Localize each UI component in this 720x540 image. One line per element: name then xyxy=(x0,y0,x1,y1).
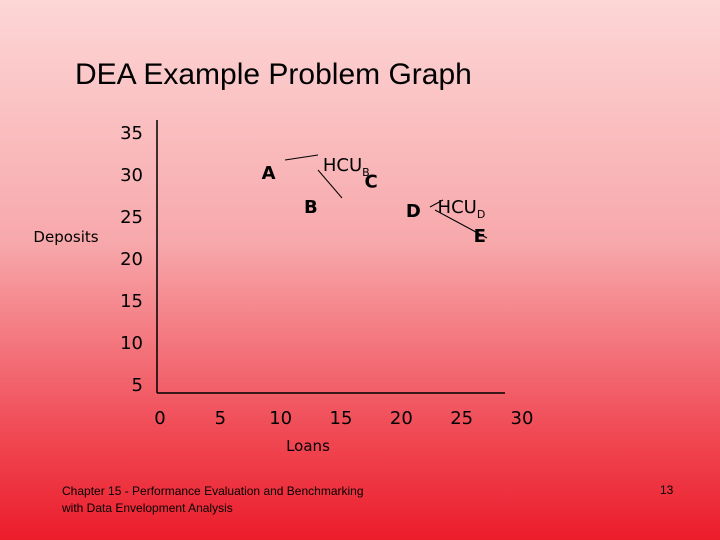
y-tick-label: 30 xyxy=(120,165,143,186)
slide-footer: Chapter 15 - Performance Evaluation and … xyxy=(62,484,364,515)
x-tick-label: 20 xyxy=(390,408,413,429)
x-tick-label: 30 xyxy=(511,408,534,429)
data-point-e: E xyxy=(474,226,486,247)
leader-line-e xyxy=(434,209,488,239)
data-point-d: D xyxy=(406,201,421,222)
slide-title: DEA Example Problem Graph xyxy=(75,58,472,91)
y-tick-label: 35 xyxy=(120,123,143,144)
x-tick-labels: 0 5 10 15 20 25 30 xyxy=(154,408,533,429)
leader-line-b xyxy=(317,169,343,199)
y-tick-label: 15 xyxy=(120,291,143,312)
x-tick-label: 10 xyxy=(269,408,292,429)
x-tick-label: 15 xyxy=(330,408,353,429)
leader-line-a xyxy=(284,154,319,161)
chart-axes xyxy=(156,120,505,394)
x-tick-label: 25 xyxy=(450,408,473,429)
x-tick-label: 0 xyxy=(154,408,165,429)
y-tick-labels: 5 10 15 20 25 30 35 xyxy=(120,123,143,396)
x-axis-label: Loans xyxy=(286,437,330,455)
y-tick-label: 10 xyxy=(120,333,143,354)
y-tick-label: 5 xyxy=(132,375,143,396)
y-axis-label: Deposits xyxy=(33,228,98,246)
frontier-lines xyxy=(284,154,488,239)
frontier-labels: HCUB HCUD xyxy=(323,155,485,221)
data-point-c: C xyxy=(365,172,378,193)
data-point-labels: A B C D E xyxy=(262,163,486,247)
frontier-label-b: HCUB xyxy=(323,155,370,179)
frontier-label-d: HCUD xyxy=(438,197,486,221)
leader-line-d xyxy=(429,199,444,208)
y-tick-label: 20 xyxy=(120,249,143,270)
data-point-a: A xyxy=(262,163,276,184)
data-point-b: B xyxy=(304,197,318,218)
x-tick-label: 5 xyxy=(215,408,226,429)
y-tick-label: 25 xyxy=(120,207,143,228)
page-number: 13 xyxy=(660,483,674,497)
